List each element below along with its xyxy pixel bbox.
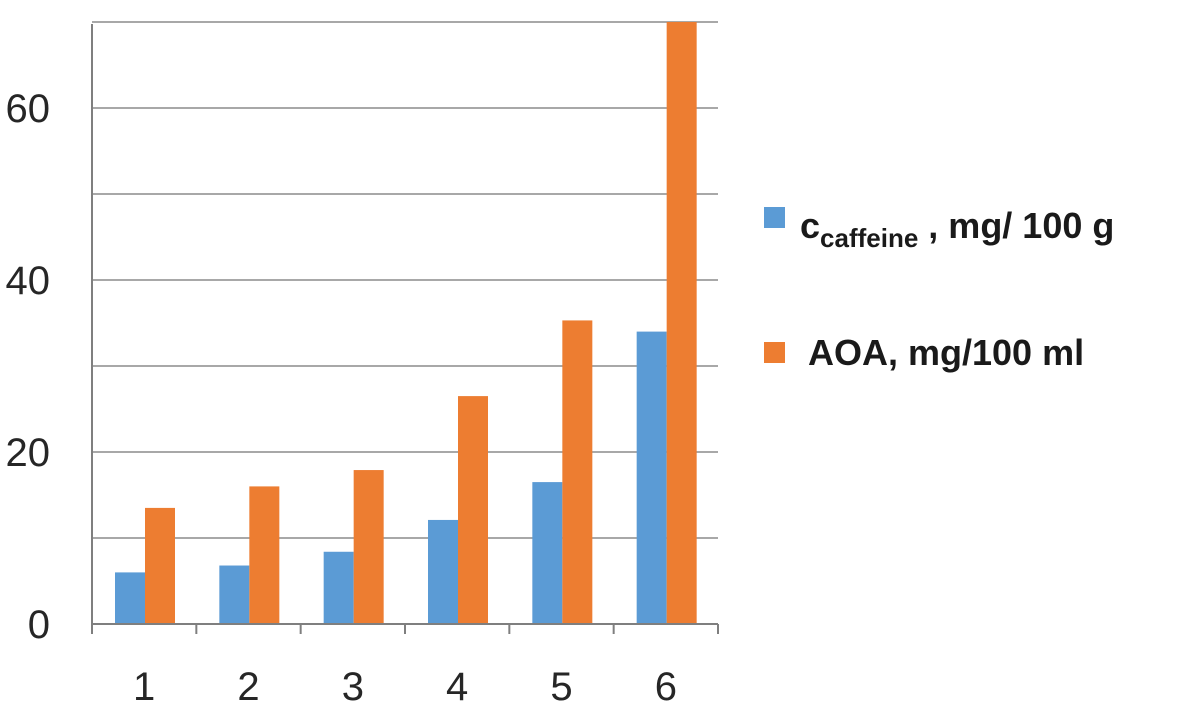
bar-aoa-5 bbox=[562, 320, 593, 624]
gridlines bbox=[92, 21, 718, 539]
axes bbox=[91, 24, 718, 634]
bar-aoa-4 bbox=[458, 396, 488, 624]
x-tick-label-6: 6 bbox=[655, 665, 677, 702]
legend-label-aoa: AOA, mg/100 ml bbox=[808, 332, 1084, 373]
bar-aoa-3 bbox=[353, 470, 384, 624]
bar-caffeine-3 bbox=[323, 551, 354, 624]
legend-swatch-caffeine bbox=[764, 207, 785, 228]
legend-label-caffeine-main: c bbox=[800, 205, 820, 246]
x-tick-label-4: 4 bbox=[446, 665, 468, 702]
bar-aoa-6 bbox=[666, 22, 697, 624]
x-tick-label-1: 1 bbox=[133, 665, 155, 702]
x-tick-label-3: 3 bbox=[342, 665, 364, 702]
bar-caffeine-6 bbox=[636, 331, 667, 624]
legend-swatch-aoa bbox=[764, 342, 785, 363]
y-tick-label-40: 40 bbox=[6, 259, 51, 303]
bar-aoa-1 bbox=[145, 507, 175, 624]
x-tick-label-5: 5 bbox=[550, 665, 572, 702]
y-tick-label-60: 60 bbox=[6, 87, 51, 131]
y-tick-label-0: 0 bbox=[28, 603, 50, 647]
bar-aoa-2 bbox=[249, 486, 280, 624]
x-tick-label-2: 2 bbox=[237, 665, 259, 702]
bars bbox=[115, 22, 697, 624]
x-tick-labels: 1 2 3 4 5 6 bbox=[133, 665, 677, 702]
y-tick-labels: 0 20 40 60 bbox=[6, 87, 51, 647]
legend-label-caffeine-units: , mg/ 100 g bbox=[918, 205, 1114, 246]
bar-caffeine-1 bbox=[115, 572, 145, 624]
legend: ccaffeine , mg/ 100 g AOA, mg/100 ml bbox=[764, 205, 1114, 373]
y-tick-label-20: 20 bbox=[6, 431, 51, 475]
bar-caffeine-4 bbox=[428, 519, 458, 624]
legend-label-caffeine-subscript: caffeine bbox=[820, 223, 918, 253]
legend-label-caffeine: ccaffeine , mg/ 100 g bbox=[800, 205, 1114, 253]
bar-caffeine-2 bbox=[219, 565, 250, 624]
x-ticks bbox=[91, 624, 719, 634]
bar-caffeine-5 bbox=[532, 482, 563, 624]
